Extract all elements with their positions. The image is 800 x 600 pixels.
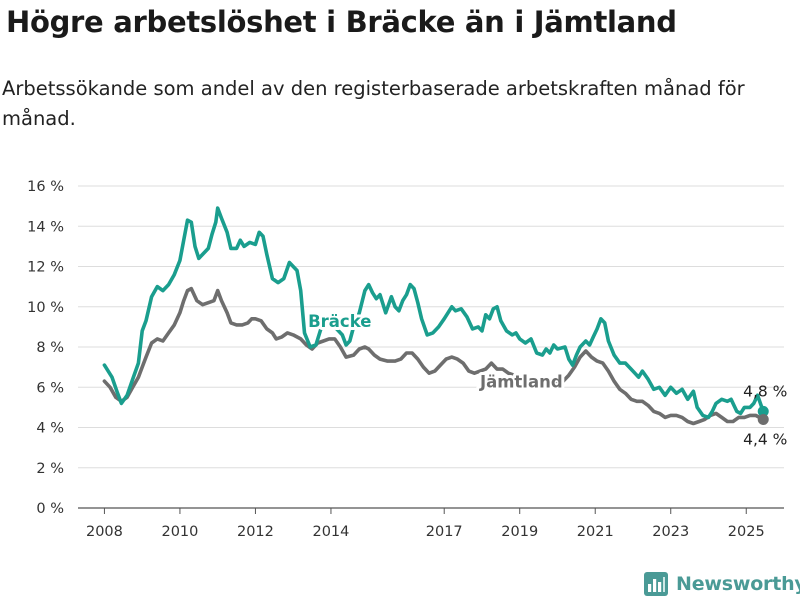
series-name-label: Bräcke	[308, 312, 371, 331]
y-tick-label: 8 %	[36, 340, 64, 356]
y-tick-label: 4 %	[36, 421, 64, 437]
y-tick-label: 16 %	[27, 179, 64, 195]
y-tick-label: 2 %	[36, 461, 64, 477]
brand-name: Newsworthy	[676, 573, 800, 595]
series-end-point	[757, 405, 769, 417]
y-tick-label: 12 %	[27, 260, 64, 276]
y-tick-label: 10 %	[27, 300, 64, 316]
series-line-brcke	[102, 206, 765, 420]
series-end-value-label: 4,4 %	[743, 430, 787, 448]
series-label-halo: Bräcke	[308, 312, 371, 331]
y-tick-label: 0 %	[36, 501, 64, 517]
x-tick-label: 2014	[312, 524, 349, 540]
chart-subtitle: Arbetssökande som andel av den registerb…	[2, 77, 745, 130]
x-tick-label: 2021	[577, 524, 614, 540]
x-tick-label: 2017	[426, 524, 463, 540]
x-tick-label: 2023	[652, 524, 689, 540]
series-name-label: Jämtland	[479, 372, 563, 391]
x-tick-label: 2019	[501, 524, 538, 540]
series-end-value-label: 4,8 %	[743, 382, 787, 400]
x-tick-label: 2012	[237, 524, 274, 540]
bar-chart-logo-icon	[644, 572, 668, 596]
x-tick-label: 2008	[86, 524, 123, 540]
y-tick-label: 6 %	[36, 380, 64, 396]
brand-logo: Newsworthy	[644, 569, 800, 599]
x-tick-label: 2025	[728, 524, 765, 540]
chart-title: Högre arbetslöshet i Bräcke än i Jämtlan…	[6, 5, 677, 39]
y-tick-label: 14 %	[27, 219, 64, 235]
series-line-jmtland	[102, 286, 765, 426]
series-end-point	[757, 413, 769, 425]
series-label-halo: Jämtland	[479, 372, 563, 391]
x-tick-label: 2010	[161, 524, 198, 540]
